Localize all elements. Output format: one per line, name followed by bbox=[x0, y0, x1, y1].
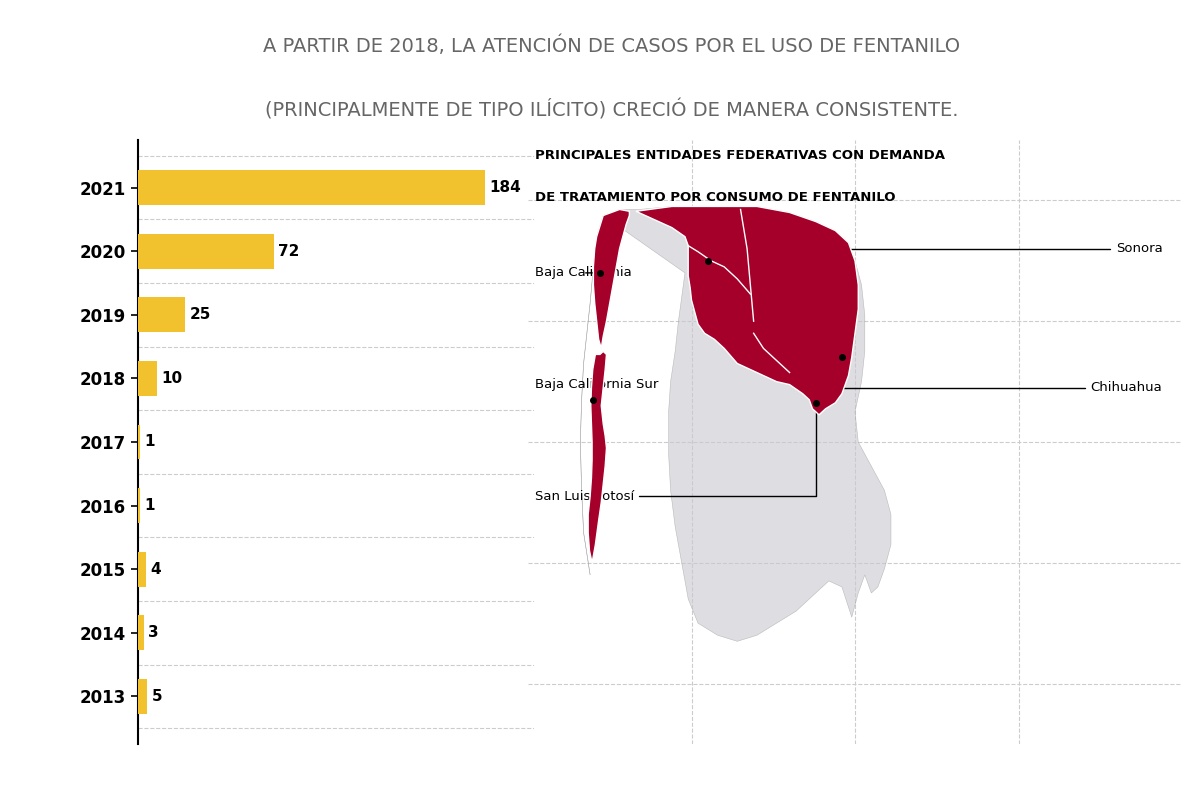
Text: 3: 3 bbox=[149, 626, 158, 640]
Text: DE TRATAMIENTO POR CONSUMO DE FENTANILO: DE TRATAMIENTO POR CONSUMO DE FENTANILO bbox=[534, 191, 895, 204]
Text: 25: 25 bbox=[190, 307, 211, 322]
Bar bbox=[138, 234, 274, 269]
Text: 5: 5 bbox=[152, 689, 163, 704]
Polygon shape bbox=[593, 210, 629, 348]
Text: 1: 1 bbox=[145, 498, 155, 513]
Text: A PARTIR DE 2018, LA ATENCIÓN DE CASOS POR EL USO DE FENTANILO: A PARTIR DE 2018, LA ATENCIÓN DE CASOS P… bbox=[264, 36, 960, 56]
Text: 1: 1 bbox=[145, 434, 155, 450]
Bar bbox=[138, 679, 148, 714]
Bar bbox=[138, 488, 140, 523]
Polygon shape bbox=[636, 206, 858, 415]
Bar bbox=[138, 298, 185, 332]
Text: (PRINCIPALMENTE DE TIPO ILÍCITO) CRECIÓ DE MANERA CONSISTENTE.: (PRINCIPALMENTE DE TIPO ILÍCITO) CRECIÓ … bbox=[265, 99, 959, 120]
Text: Sonora: Sonora bbox=[708, 242, 1163, 258]
Text: Baja California Sur: Baja California Sur bbox=[534, 378, 658, 397]
Text: Baja California: Baja California bbox=[534, 266, 631, 279]
Bar bbox=[138, 552, 145, 586]
Text: 10: 10 bbox=[162, 371, 182, 386]
Text: San Luis Potosí: San Luis Potosí bbox=[534, 406, 816, 503]
Bar bbox=[138, 170, 485, 205]
Text: 184: 184 bbox=[490, 180, 522, 195]
Text: 72: 72 bbox=[278, 244, 300, 258]
Polygon shape bbox=[588, 351, 606, 563]
Text: Chihuahua: Chihuahua bbox=[842, 360, 1163, 394]
Polygon shape bbox=[581, 206, 890, 642]
Text: PRINCIPALES ENTIDADES FEDERATIVAS CON DEMANDA: PRINCIPALES ENTIDADES FEDERATIVAS CON DE… bbox=[534, 149, 944, 162]
Bar bbox=[138, 425, 140, 459]
Text: 4: 4 bbox=[150, 562, 161, 577]
Bar bbox=[138, 361, 157, 396]
Bar bbox=[138, 615, 144, 650]
